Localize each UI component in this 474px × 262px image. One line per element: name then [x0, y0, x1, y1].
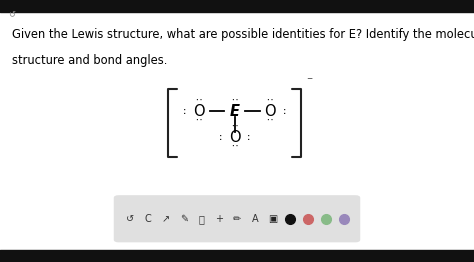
Text: ↺: ↺	[126, 214, 135, 224]
Text: ··: ··	[265, 97, 275, 106]
Text: ⛰: ⛰	[199, 214, 204, 224]
Text: :: :	[246, 133, 252, 142]
Text: :: :	[218, 133, 223, 142]
Text: A: A	[252, 214, 258, 224]
Text: +: +	[215, 214, 223, 224]
Text: ··: ··	[265, 117, 275, 126]
Text: ··: ··	[230, 123, 239, 132]
Text: ✏: ✏	[233, 214, 241, 224]
Text: ⁻: ⁻	[307, 75, 313, 88]
FancyBboxPatch shape	[114, 195, 360, 242]
Text: structure and bond angles.: structure and bond angles.	[12, 54, 167, 67]
Text: ✎: ✎	[180, 214, 188, 224]
Text: C: C	[145, 214, 152, 224]
Text: O: O	[193, 104, 205, 119]
Text: ··: ··	[194, 97, 204, 106]
Text: E: E	[229, 104, 240, 119]
Text: ▣: ▣	[268, 214, 277, 224]
Text: Given the Lewis structure, what are possible identities for E? Identify the mole: Given the Lewis structure, what are poss…	[12, 28, 474, 41]
Text: ··: ··	[194, 117, 204, 126]
Text: O: O	[229, 130, 240, 145]
Text: ··: ··	[230, 143, 239, 152]
Text: ··: ··	[230, 97, 239, 106]
Text: ↺: ↺	[9, 10, 16, 19]
Text: ↗: ↗	[162, 214, 170, 224]
Text: O: O	[264, 104, 276, 119]
Text: :: :	[182, 107, 188, 116]
Text: :: :	[282, 107, 287, 116]
